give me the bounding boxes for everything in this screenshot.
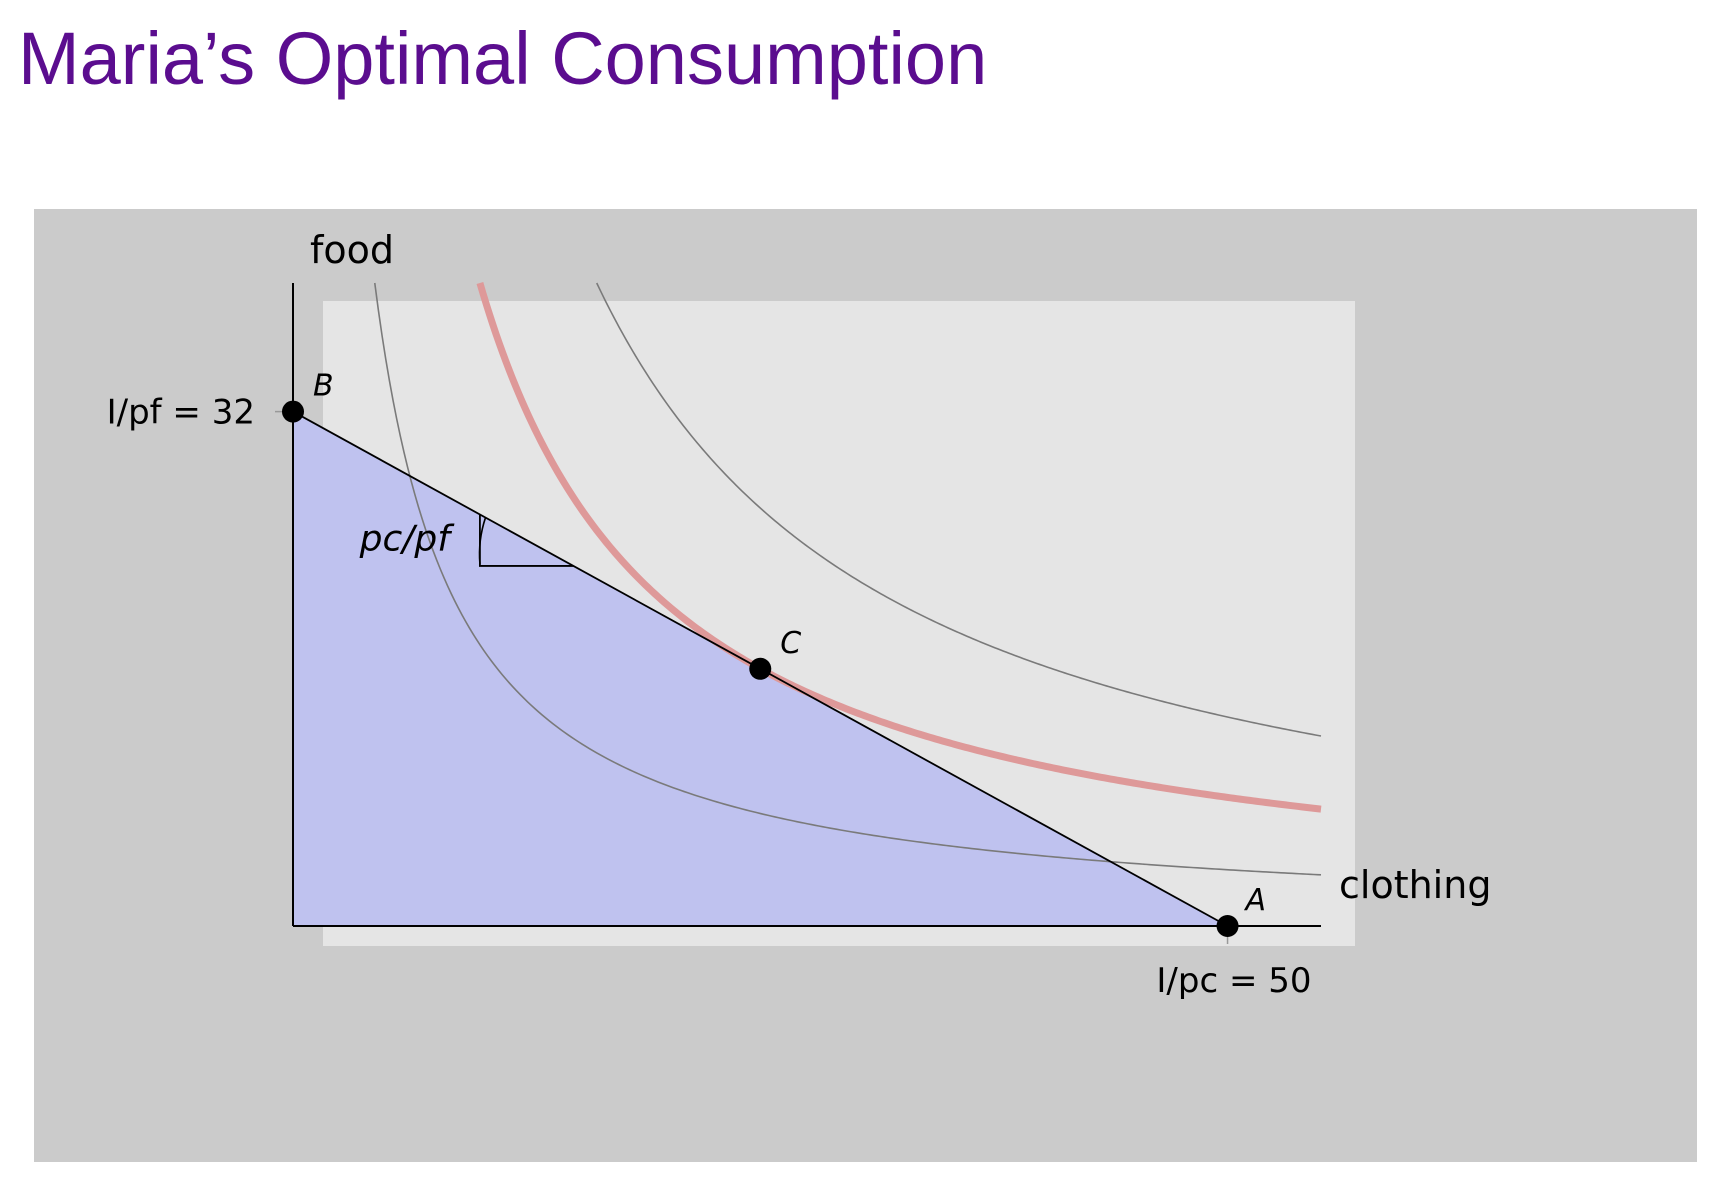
y-intercept-label: I/pf = 32 xyxy=(107,393,255,433)
point-label-a: A xyxy=(1244,883,1267,918)
indifference-curve-optimal xyxy=(476,282,1322,813)
slope-label: pc/pf xyxy=(359,518,456,559)
indifference-curves xyxy=(373,282,1322,876)
slope-angle-arc xyxy=(478,517,487,564)
point-label-c: C xyxy=(780,626,801,661)
x-axis-label: clothing xyxy=(1339,863,1491,907)
y-axis-label: food xyxy=(310,228,394,272)
chart: food clothing I/pf = 32 I/pc = 50 pc/pf … xyxy=(107,228,1492,1001)
slide-title: Maria’s Optimal Consumption xyxy=(18,17,988,100)
indifference-curve-high xyxy=(596,282,1322,737)
chart-panel: food clothing I/pf = 32 I/pc = 50 pc/pf … xyxy=(34,209,1697,1162)
point-marker-a xyxy=(1216,915,1239,937)
indifference-curve-low xyxy=(373,282,1322,876)
point-marker-b xyxy=(282,400,304,423)
slope-triangle xyxy=(479,514,574,567)
x-intercept-label: I/pc = 50 xyxy=(1156,961,1311,1001)
point-marker-c xyxy=(749,657,772,680)
point-label-b: B xyxy=(313,369,334,404)
point-markers xyxy=(282,400,1239,937)
